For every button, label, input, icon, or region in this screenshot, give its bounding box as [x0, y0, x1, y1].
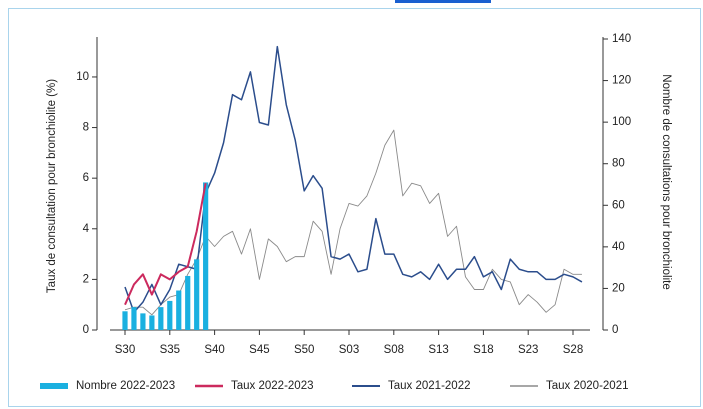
bar — [203, 182, 209, 330]
bar — [131, 307, 137, 330]
bar — [122, 311, 128, 330]
y-tick-label: 2 — [83, 273, 89, 285]
y-tick-label: 6 — [83, 172, 89, 184]
bar — [194, 259, 200, 330]
bar — [140, 313, 146, 330]
bar — [158, 307, 164, 330]
x-tick-label: S40 — [204, 344, 224, 356]
y2-tick-label: 80 — [612, 158, 625, 170]
x-tick-label: S35 — [160, 344, 180, 356]
legend-swatch — [40, 383, 68, 389]
x-tick-label: S50 — [294, 344, 314, 356]
y2-axis-title: Nombre de consultations pour bronchiolit… — [660, 74, 672, 289]
y2-tick-label: 120 — [612, 75, 631, 87]
y2-tick-label: 140 — [612, 33, 631, 45]
bar — [167, 300, 173, 330]
y2-tick-label: 40 — [612, 241, 625, 253]
top-link-bar — [395, 0, 491, 3]
y-tick-label: 8 — [83, 122, 89, 134]
bar — [185, 275, 191, 330]
legend-label: Taux 2020-2021 — [546, 380, 628, 392]
x-tick-label: S03 — [339, 344, 359, 356]
x-tick-label: S23 — [518, 344, 538, 356]
bar — [176, 290, 182, 330]
legend-label: Nombre 2022-2023 — [76, 380, 175, 392]
frame — [8, 8, 701, 407]
y2-tick-label: 60 — [612, 199, 625, 211]
y2-tick-label: 100 — [612, 116, 631, 128]
y-tick-label: 0 — [83, 324, 89, 336]
x-tick-label: S30 — [115, 344, 135, 356]
x-tick-label: S28 — [563, 344, 583, 356]
y-tick-label: 10 — [76, 71, 89, 83]
line-series — [124, 45, 583, 314]
y-axis-title: Taux de consultation pour bronchiolite (… — [46, 79, 58, 293]
x-tick-label: S18 — [473, 344, 493, 356]
x-tick-label: S08 — [384, 344, 404, 356]
y2-tick-label: 0 — [612, 324, 618, 336]
y-tick-label: 4 — [83, 223, 90, 235]
x-tick-label: S45 — [249, 344, 269, 356]
bar — [149, 315, 155, 330]
legend-label: Taux 2021-2022 — [388, 380, 470, 392]
x-tick-label: S13 — [428, 344, 448, 356]
legend-label: Taux 2022-2023 — [231, 380, 313, 392]
line-series — [124, 129, 582, 316]
y2-tick-label: 20 — [612, 282, 625, 294]
line-series — [124, 183, 207, 306]
